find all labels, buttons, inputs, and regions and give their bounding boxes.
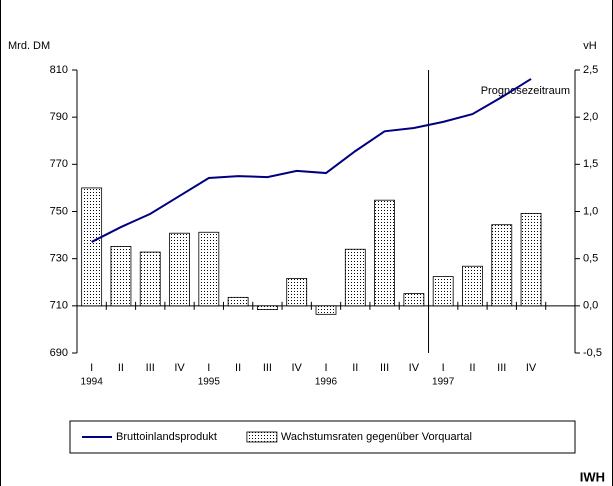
y-tick-label: 730	[50, 253, 68, 265]
y-tick-label: 770	[50, 158, 68, 170]
y-tick-label: 690	[50, 347, 68, 359]
y-tick-label: 710	[50, 300, 68, 312]
bar	[344, 248, 366, 307]
legend-label: Wachstumsraten gegenüber Vorquartal	[281, 431, 472, 443]
x-tick-label: III	[146, 362, 155, 374]
year-label: 1995	[198, 377, 221, 388]
y2-tick-label: 0,5	[583, 253, 598, 265]
x-tick-label: III	[497, 362, 506, 374]
bar	[81, 187, 103, 307]
forecast-label: Prognosezeitraum	[481, 85, 570, 97]
bar	[257, 305, 278, 311]
legend-box	[69, 420, 576, 454]
y-tick-label: 810	[50, 64, 68, 76]
x-tick-label: IV	[526, 362, 537, 374]
x-tick-label: IV	[174, 362, 185, 374]
y-tick-label: 790	[50, 111, 68, 123]
bar	[110, 246, 132, 307]
bar	[432, 276, 454, 307]
x-tick-label: II	[235, 362, 241, 374]
x-tick-label: IV	[409, 362, 420, 374]
bar	[491, 224, 513, 307]
y-axis-title: Mrd. DM	[8, 40, 50, 52]
y2-axis-title: vH	[583, 40, 597, 52]
bar	[227, 296, 249, 307]
year-label: 1996	[315, 377, 338, 388]
bar	[169, 232, 190, 307]
x-tick-label: I	[207, 362, 210, 374]
y2-tick-label: 2,5	[583, 64, 598, 76]
y2-tick-label: 0,0	[583, 300, 598, 312]
x-tick-label: I	[324, 362, 327, 374]
x-tick-label: I	[90, 362, 93, 374]
y2-tick-label: 1,5	[583, 158, 598, 170]
bar	[462, 265, 483, 307]
x-tick-label: II	[352, 362, 358, 374]
year-label: 1994	[81, 377, 104, 388]
x-tick-label: IV	[292, 362, 303, 374]
bar	[315, 305, 337, 315]
x-tick-label: III	[380, 362, 389, 374]
y2-tick-label: 2,0	[583, 111, 598, 123]
bar	[198, 231, 220, 307]
x-tick-label: II	[118, 362, 124, 374]
source: IWH	[580, 469, 605, 484]
x-tick-label: III	[263, 362, 272, 374]
bar	[139, 251, 161, 307]
bar	[286, 278, 308, 307]
x-tick-label: II	[469, 362, 475, 374]
bar	[374, 199, 395, 307]
y2-tick-label: 1,0	[583, 205, 598, 217]
x-tick-label: I	[442, 362, 445, 374]
bar	[520, 212, 542, 307]
y-tick-label: 750	[50, 205, 68, 217]
line	[91, 78, 532, 243]
y2-tick-label: -0,5	[583, 347, 602, 359]
legend-label: Bruttoinlandsprodukt	[116, 431, 217, 443]
legend-swatch	[246, 431, 278, 443]
bar	[403, 293, 425, 307]
year-label: 1997	[432, 377, 455, 388]
